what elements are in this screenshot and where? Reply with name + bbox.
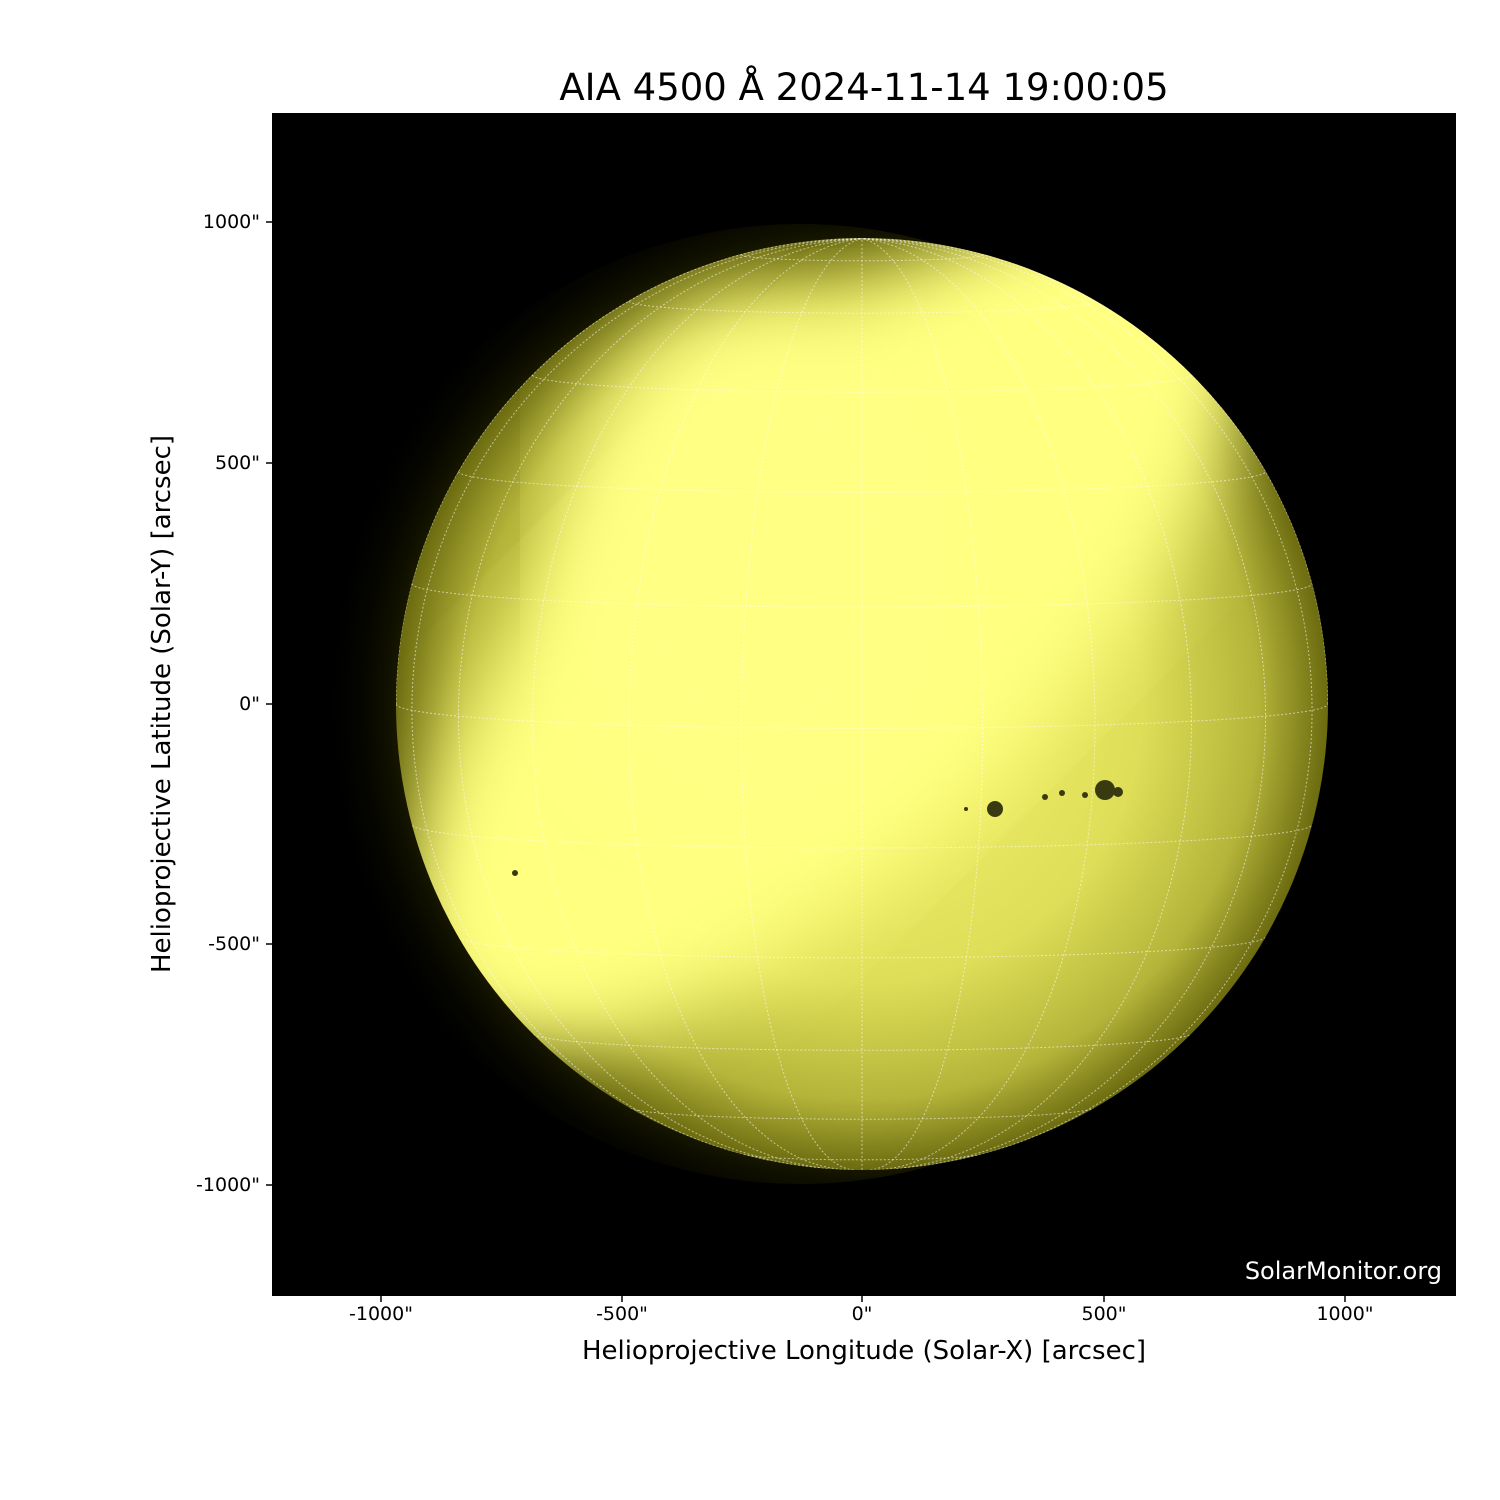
grid-line <box>532 374 1192 393</box>
x-tick-label: -500" <box>596 1303 648 1325</box>
grid-line <box>531 238 863 1170</box>
grid-line <box>630 1107 1094 1120</box>
grid-line <box>411 824 1313 849</box>
axis-ticks <box>266 221 1346 1302</box>
grid-line <box>861 238 1193 1170</box>
plot-title: AIA 4500 Å 2024-11-14 19:00:05 <box>559 66 1169 109</box>
x-tick-label: 0" <box>851 1303 873 1325</box>
x-axis-label: Helioprojective Longitude (Solar-X) [arc… <box>581 1336 1147 1366</box>
grid-line <box>861 238 1313 1161</box>
y-axis-label: Helioprojective Latitude (Solar-Y) [arcs… <box>147 434 177 974</box>
grid-line <box>533 1033 1191 1051</box>
y-tick-label: -500" <box>208 933 260 955</box>
grid-line <box>396 703 1328 729</box>
heliographic-grid <box>396 238 1328 1170</box>
grid-line <box>458 937 1266 959</box>
y-tick-label: 1000" <box>202 211 260 233</box>
watermark: SolarMonitor.org <box>1245 1257 1442 1285</box>
grid-line <box>628 300 1096 314</box>
grid-line <box>743 1154 981 1161</box>
bright-region <box>560 300 960 820</box>
x-tick-label: -1000" <box>349 1303 413 1325</box>
x-tick-label: 500" <box>1081 1303 1127 1325</box>
grid-line <box>628 238 863 1170</box>
y-tick-label: -1000" <box>196 1174 260 1196</box>
y-tick-label: 500" <box>214 452 260 474</box>
x-tick-label: 1000" <box>1316 1303 1374 1325</box>
grid-line <box>861 238 1096 1170</box>
y-tick-label: 0" <box>239 693 260 715</box>
grid-line <box>457 471 1267 493</box>
grid-line <box>411 238 863 1161</box>
sunspot-group <box>512 780 1123 876</box>
grid-line <box>411 583 1313 608</box>
grid-line <box>861 238 1328 705</box>
grid-line <box>740 254 984 262</box>
